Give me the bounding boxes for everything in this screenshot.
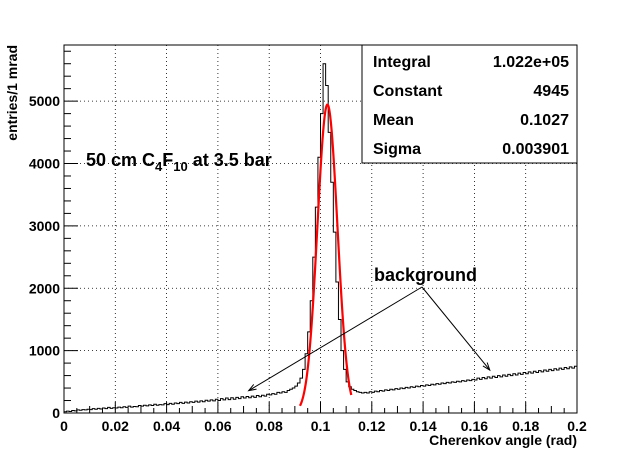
x-tick-label: 0.04 [153, 418, 180, 434]
x-tick-label: 0 [60, 418, 68, 434]
gaussian-fit [298, 103, 353, 407]
y-axis-label: entries/1 mrad [4, 45, 20, 141]
x-tick-label: 0.06 [204, 418, 231, 434]
x-axis-label: Cherenkov angle (rad) [429, 432, 577, 448]
arrow-line [421, 286, 491, 371]
x-tick-labels: 0 0.02 0.04 0.06 0.08 0.1 0.12 0.14 0.16 0.18 0.2 [60, 418, 587, 434]
stats-value: 0.1027 [520, 112, 569, 129]
x-tick-label: 0.16 [461, 418, 488, 434]
x-tick-label: 0.02 [102, 418, 129, 434]
stats-label: Integral [373, 54, 431, 71]
arrow-head [482, 362, 491, 372]
stats-value: 0.003901 [502, 141, 569, 158]
y-tick-labels: 0 1000 2000 3000 4000 5000 [29, 93, 60, 421]
x-tick-label: 0.12 [358, 418, 385, 434]
arrow-head [247, 384, 257, 392]
axis-ticks [63, 50, 578, 414]
y-tick-label: 3000 [29, 218, 60, 234]
grid-lines [64, 45, 577, 413]
background-annotation: background [374, 265, 477, 285]
x-tick-label: 0.08 [256, 418, 283, 434]
y-tick-label: 5000 [29, 93, 60, 109]
stats-label: Constant [373, 83, 443, 100]
arrow-line [248, 286, 423, 392]
x-tick-label: 0.2 [567, 418, 587, 434]
x-tick-label: 0.1 [311, 418, 331, 434]
condition-annotation: 50 cm C4F10 at 3.5 bar [86, 150, 272, 174]
stats-box-frame [361, 44, 578, 164]
y-tick-label: 2000 [29, 280, 60, 296]
stats-label: Sigma [373, 141, 421, 158]
background-arrows [247, 286, 491, 392]
y-tick-label: 0 [52, 405, 60, 421]
stats-value: 4945 [533, 83, 569, 100]
y-tick-label: 4000 [29, 156, 60, 172]
stats-label: Mean [373, 112, 414, 129]
x-tick-label: 0.14 [409, 418, 436, 434]
x-tick-label: 0.18 [512, 418, 539, 434]
y-tick-label: 1000 [29, 343, 60, 359]
stats-box: Integral 1.022e+05 Constant 4945 Mean 0.1027 S… [361, 44, 578, 164]
stats-value: 1.022e+05 [493, 54, 569, 71]
fit-curve [298, 103, 353, 407]
